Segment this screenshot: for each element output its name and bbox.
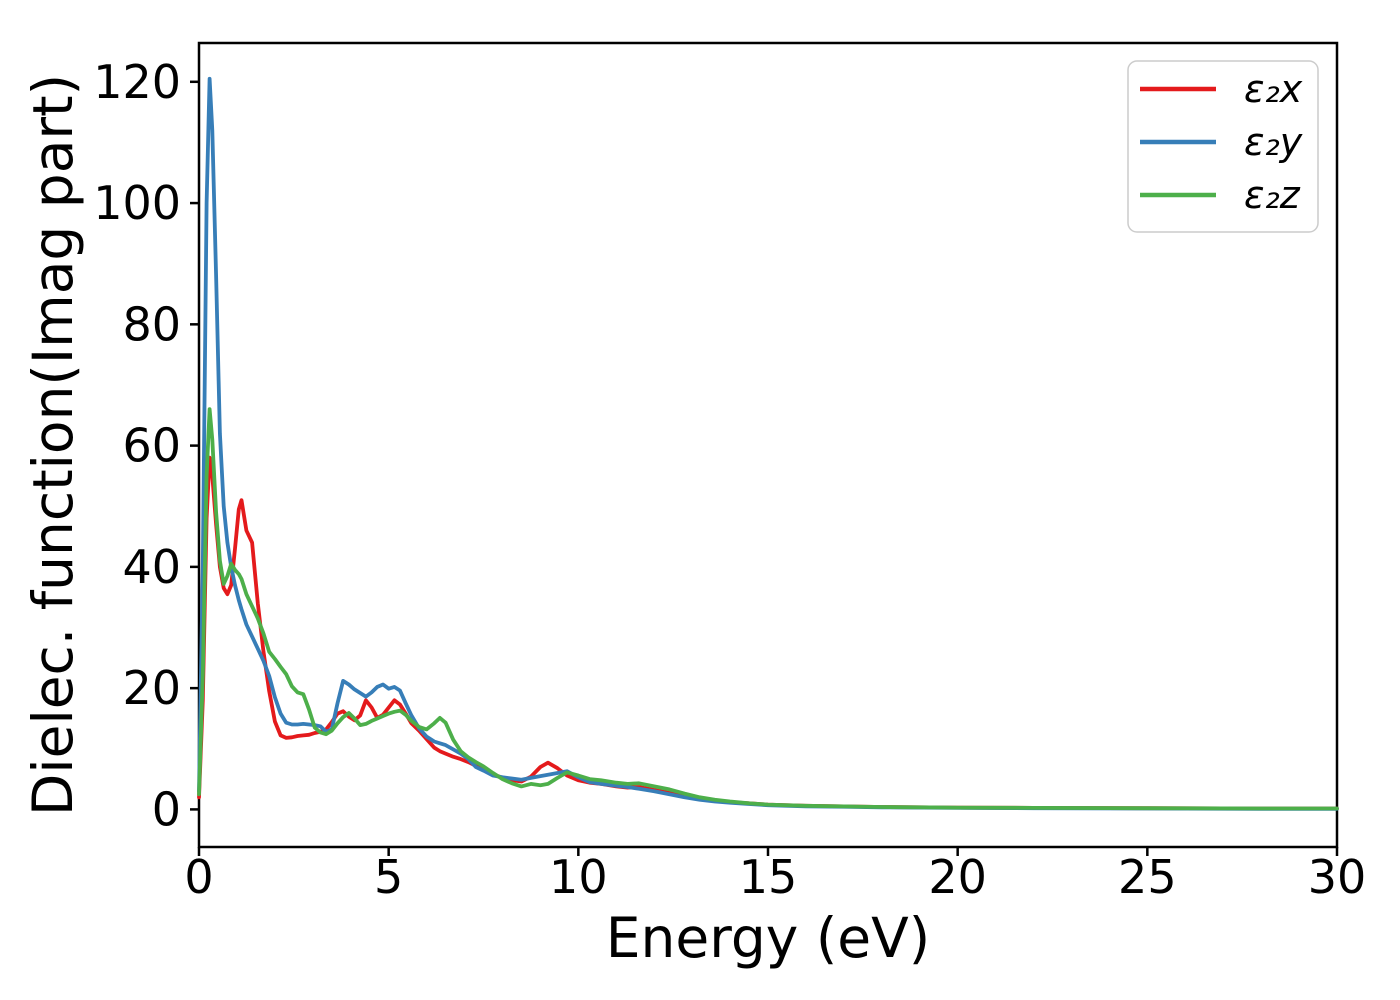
x-tick-label: 5 (374, 850, 403, 904)
x-tick-label: 0 (184, 850, 213, 904)
y-axis-title: Dielec. function(Imag part) (21, 74, 85, 816)
y-tick-label: 120 (93, 55, 181, 109)
y-tick-label: 0 (152, 782, 181, 836)
legend-box (1127, 60, 1319, 233)
legend-label-eps2y: ε₂y (1244, 120, 1303, 164)
y-tick-label: 40 (122, 540, 181, 594)
x-tick-label: 30 (1308, 850, 1367, 904)
series-line-eps2z (197, 407, 1339, 811)
y-axis-ticks: 0 20 40 60 80 100 120 (93, 55, 199, 836)
x-axis-ticks: 0 5 10 15 20 25 30 (184, 847, 1366, 904)
series-line-eps2y (197, 76, 1339, 811)
data-series (197, 76, 1339, 811)
legend-entries: ε₂x ε₂y ε₂z (1140, 67, 1303, 217)
x-axis-title: Energy (eV) (606, 906, 930, 970)
x-tick-label: 20 (928, 850, 987, 904)
y-tick-label: 100 (93, 176, 181, 230)
series-line-eps2x (197, 455, 1339, 811)
x-tick-label: 25 (1118, 850, 1177, 904)
x-tick-label: 10 (549, 850, 608, 904)
legend: ε₂x ε₂y ε₂z (1127, 60, 1319, 233)
legend-label-eps2x: ε₂x (1244, 67, 1303, 111)
y-tick-label: 60 (122, 419, 181, 473)
x-tick-label: 15 (739, 850, 798, 904)
y-tick-label: 20 (122, 661, 181, 715)
legend-label-eps2z: ε₂z (1244, 173, 1301, 217)
y-tick-label: 80 (122, 297, 181, 351)
